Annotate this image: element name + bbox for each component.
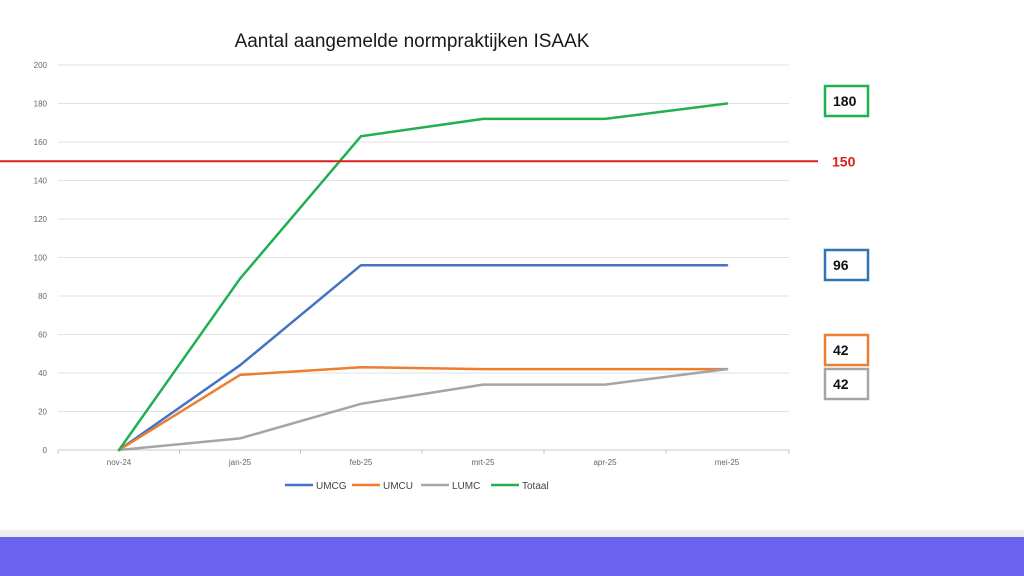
y-tick-label: 120 (34, 215, 48, 224)
legend-label: UMCG (316, 481, 347, 492)
legend: UMCG UMCU LUMC Totaal (285, 481, 549, 492)
callout-box (823, 84, 870, 118)
y-tick-label: 160 (34, 138, 48, 147)
x-tick-label: nov-24 (107, 458, 132, 467)
reference-line-group: 150 (0, 153, 856, 169)
slide-divider (0, 530, 1024, 537)
legend-label: LUMC (452, 481, 480, 492)
chart-title: Aantal aangemelde normpraktijken ISAAK (235, 31, 590, 52)
y-tick-label: 0 (43, 446, 48, 455)
legend-label: Totaal (522, 481, 549, 492)
y-tick-label: 40 (38, 369, 47, 378)
legend-label: UMCU (383, 481, 413, 492)
y-tick-label: 200 (34, 61, 48, 70)
series-line-umcu (117, 365, 729, 452)
series-line-totaal (117, 102, 729, 452)
callout-label: 180 (833, 93, 857, 109)
series-line-lumc (117, 367, 729, 452)
series-lines (117, 102, 729, 452)
line-chart: Aantal aangemelde normpraktijken ISAAK 0… (0, 31, 870, 492)
callout-box (823, 333, 870, 367)
reference-line-label: 150 (832, 153, 856, 169)
x-tick-label: feb-25 (350, 458, 373, 467)
callout-box (823, 248, 870, 282)
slide: Aantal aangemelde normpraktijken ISAAK 0… (0, 31, 870, 492)
value-callouts: 180 96 42 42 (823, 84, 870, 401)
y-tick-label: 140 (34, 177, 48, 186)
y-tick-label: 60 (38, 331, 47, 340)
callout-box (823, 367, 870, 401)
y-axis-ticks: 0 20 40 60 80 100 120 140 160 180 200 (34, 61, 48, 455)
x-tick-label: jan-25 (228, 458, 252, 467)
gridlines (58, 64, 789, 451)
y-tick-label: 180 (34, 100, 48, 109)
callout-label: 42 (833, 376, 849, 392)
x-tick-label: mrt-25 (471, 458, 495, 467)
y-tick-label: 100 (34, 254, 48, 263)
x-tick-label: mei-25 (715, 458, 740, 467)
y-tick-label: 80 (38, 292, 47, 301)
x-tick-label: apr-25 (593, 458, 617, 467)
callout-label: 96 (833, 257, 849, 273)
callout-label: 42 (833, 342, 849, 358)
series-line-umcg (117, 263, 729, 452)
footer-bar (0, 537, 1024, 576)
y-tick-label: 20 (38, 408, 47, 417)
x-axis-ticks: nov-24 jan-25 feb-25 mrt-25 apr-25 mei-25 (57, 450, 790, 467)
